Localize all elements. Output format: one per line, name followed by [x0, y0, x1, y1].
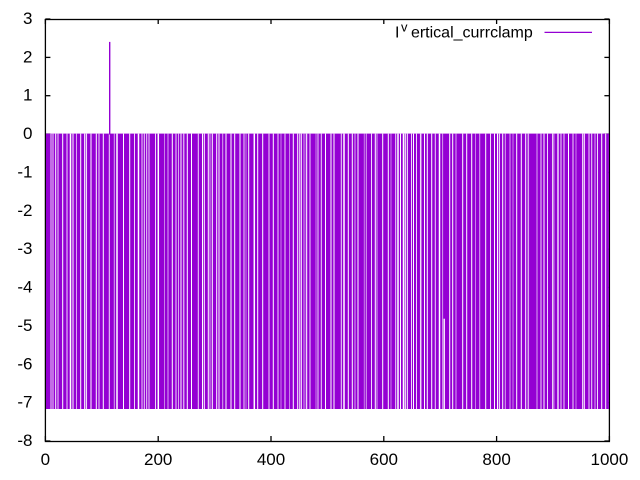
svg-text:-1: -1	[17, 163, 32, 182]
svg-text:3: 3	[23, 9, 32, 28]
svg-text:-5: -5	[17, 316, 32, 335]
svg-text:-7: -7	[17, 393, 32, 412]
svg-text:800: 800	[482, 450, 510, 469]
svg-text:1000: 1000	[590, 450, 628, 469]
svg-text:-3: -3	[17, 239, 32, 258]
svg-text:400: 400	[257, 450, 285, 469]
svg-text:-8: -8	[17, 431, 32, 450]
svg-text:1: 1	[23, 86, 32, 105]
svg-text:-4: -4	[17, 278, 32, 297]
svg-text:200: 200	[144, 450, 172, 469]
svg-text:2: 2	[23, 47, 32, 66]
svg-text:-2: -2	[17, 201, 32, 220]
svg-text:0: 0	[23, 124, 32, 143]
svg-text:600: 600	[370, 450, 398, 469]
svg-text:0: 0	[41, 450, 50, 469]
svg-text:-6: -6	[17, 354, 32, 373]
